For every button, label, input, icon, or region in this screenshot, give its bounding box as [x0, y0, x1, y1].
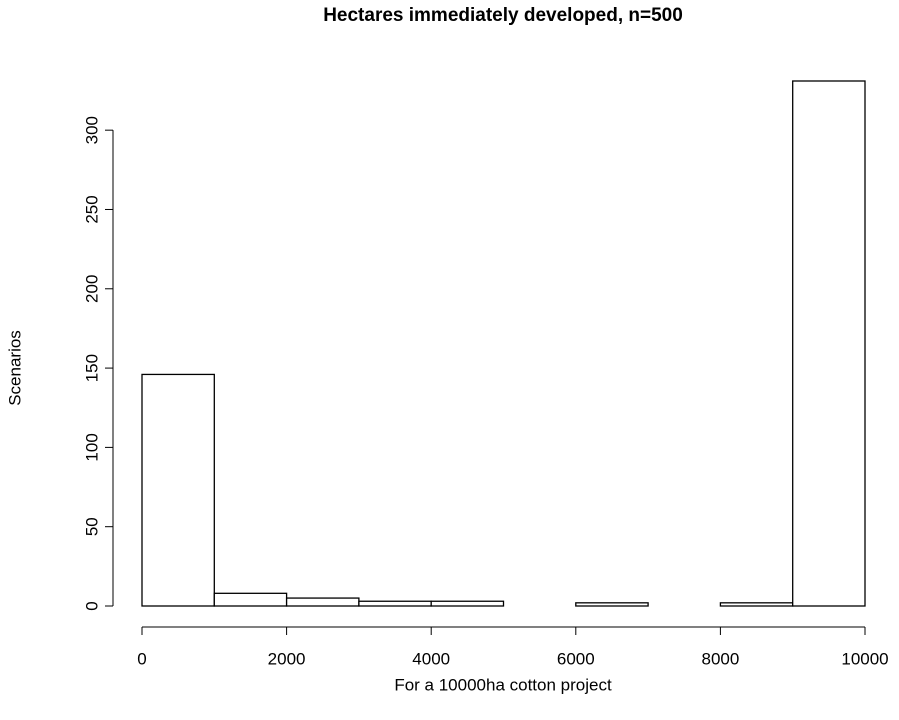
bar: [213, 592, 288, 607]
x-axis-label: For a 10000ha cotton project: [394, 675, 612, 694]
x-tick-label: 10000: [841, 649, 888, 668]
y-tick-label: 200: [82, 275, 101, 303]
bar: [285, 597, 360, 607]
x-tick-label: 4000: [412, 649, 450, 668]
bar: [141, 373, 215, 607]
bar: [358, 600, 432, 607]
chart-title: Hectares immediately developed, n=500: [323, 5, 683, 26]
y-axis-label: Scenarios: [5, 330, 24, 406]
y-tick-label: 100: [82, 433, 101, 461]
y-tick-label: 150: [82, 354, 101, 382]
y-tick-label: 300: [82, 116, 101, 144]
bar: [719, 602, 794, 607]
y-tick-label: 50: [82, 517, 101, 536]
x-tick-label: 8000: [701, 649, 739, 668]
x-tick-label: 6000: [557, 649, 595, 668]
x-tick-label: 2000: [268, 649, 306, 668]
bar: [575, 602, 649, 607]
x-tick-label: 0: [137, 649, 146, 668]
y-tick-label: 250: [82, 195, 101, 223]
bar: [430, 600, 505, 607]
y-tick-label: 0: [82, 601, 101, 610]
bar: [792, 80, 866, 607]
